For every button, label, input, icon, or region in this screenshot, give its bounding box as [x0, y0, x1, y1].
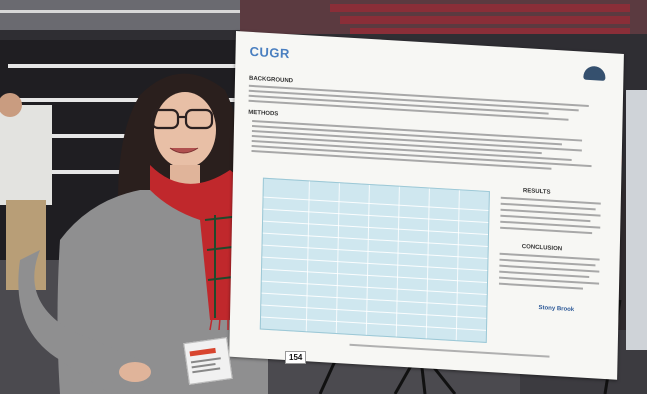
poster-title-text [356, 54, 536, 71]
research-poster: CUGR BACKGROUND METHODS [229, 31, 624, 380]
poster-logo: CUGR [249, 43, 291, 62]
text-line [498, 282, 583, 290]
poster-footer-line [349, 343, 550, 358]
results-table [259, 177, 490, 343]
university-crest-icon [583, 65, 606, 81]
text-line [248, 89, 579, 111]
section-methods: METHODS [248, 109, 279, 118]
name-badge [183, 337, 233, 385]
section-conclusion: CONCLUSION [521, 244, 563, 253]
text-line [500, 226, 593, 234]
section-background: BACKGROUND [248, 75, 294, 85]
stony-brook-logo: Stony Brook [538, 305, 575, 314]
booth-number-tag: 154 [285, 351, 307, 364]
section-results: RESULTS [522, 188, 551, 196]
